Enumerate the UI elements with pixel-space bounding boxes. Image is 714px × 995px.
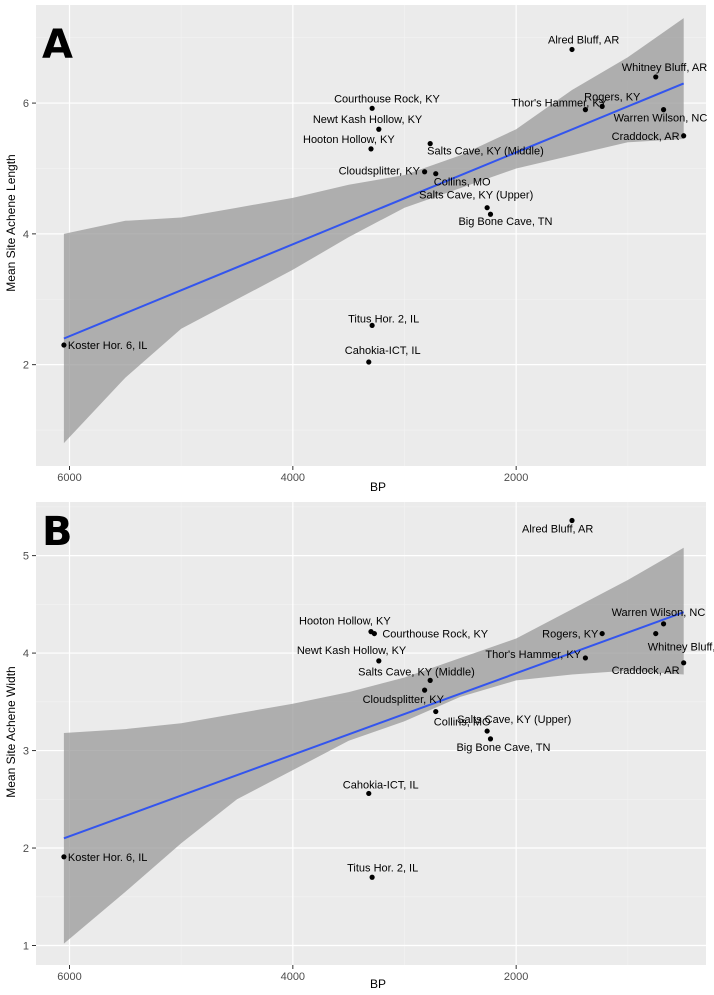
data-point [681,133,687,139]
x-tick-label: 4000 [281,971,305,983]
data-point [484,728,490,734]
point-label: Salts Cave, KY (Upper) [419,190,533,202]
confidence-band [63,547,684,944]
point-label: Whitney Bluff, AR [622,62,707,74]
point-label: Titus Hor. 2, IL [348,313,419,325]
y-tick-label: 3 [23,746,29,758]
point-label: Big Bone Cave, TN [458,216,552,228]
point-label: Courthouse Rock, KY [334,93,440,105]
data-point [653,630,659,637]
chart-panel-b: 6000 4000 2000 1 2 3 4 5 Alred Bluff, AR Warren W… [4,502,714,991]
data-point [582,107,589,113]
data-point [433,708,439,715]
data-point [61,342,67,348]
point-label: Alred Bluff, AR [522,524,593,536]
x-axis-title: BP [370,480,386,494]
point-label: Rogers, KY [584,91,641,103]
data-point [660,621,667,627]
y-tick-label: 4 [23,229,29,241]
data-point [376,658,382,664]
point-label: Big Bone Cave, TN [456,742,550,754]
data-point [427,141,433,147]
point-label: Titus Hor. 2, IL [347,862,418,874]
confidence-band [63,18,684,444]
panel-letter-b: B [42,509,73,555]
point-label: Cahokia-ICT, IL [343,779,419,791]
data-point [484,205,490,211]
y-axis-title: Mean Site Achene Length [4,154,18,291]
point-label: Courthouse Rock, KY [382,629,488,641]
point-label: Alred Bluff, AR [548,34,619,46]
chart-panel-a: 6000 4000 2000 2 4 6 Alred Bluff, AR Whitney Bl… [4,5,707,494]
data-point [422,687,428,693]
y-tick-label: 5 [23,551,29,563]
point-label: Warren Wilson, NC [612,607,706,619]
point-label: Cahokia-ICT, IL [345,345,421,357]
point-label: Collins, MO [434,177,491,189]
data-point [61,854,67,860]
data-point [369,322,375,329]
y-axis-title: Mean Site Achene Width [4,666,18,797]
x-tick-label: 6000 [57,472,81,484]
point-label: Thor's Hammer, KY [511,98,607,110]
data-point [487,736,494,742]
point-label: Koster Hor. 6, IL [68,340,147,352]
regression-line [63,611,685,840]
data-point [569,46,575,53]
data-point [427,677,433,683]
data-point [422,169,428,175]
data-point [599,103,605,109]
data-point [369,105,375,111]
y-tick-label: 2 [23,843,29,855]
y-tick-label: 4 [23,648,29,660]
data-point [599,630,605,637]
point-label: Newt Kash Hollow, KY [313,114,423,126]
point-label: Hooton Hollow, KY [299,616,391,628]
data-point [366,359,372,365]
data-point [433,171,439,177]
point-label: Thor's Hammer, KY [485,649,581,661]
data-point [582,655,589,661]
y-tick-label: 6 [23,98,29,110]
data-point [569,517,575,524]
data-point [487,211,494,217]
point-label: Salts Cave, KY (Middle) [358,666,475,678]
data-point [653,74,659,80]
data-point [371,630,377,637]
point-label: Whitney Bluff, AR [648,642,714,654]
point-label: Hooton Hollow, KY [303,134,395,146]
x-tick-label: 6000 [57,971,81,983]
data-point [376,126,382,132]
point-label: Rogers, KY [542,629,599,641]
data-point [660,107,667,113]
x-axis-title: BP [370,977,386,991]
point-label: Koster Hor. 6, IL [68,852,147,864]
data-point [681,660,687,666]
point-label: Collins, MO [434,717,491,729]
point-label: Craddock, AR [612,131,680,143]
point-label: Cloudsplitter, KY [363,694,445,706]
data-point [369,874,375,880]
x-tick-label: 4000 [281,472,305,484]
point-label: Salts Cave, KY (Upper) [457,714,571,726]
point-label: Warren Wilson, NC [614,113,708,125]
point-label: Salts Cave, KY (Middle) [427,146,544,158]
point-label: Cloudsplitter, KY [339,166,421,178]
data-point [368,146,374,152]
point-label: Craddock, AR [612,665,680,677]
x-tick-label: 2000 [504,472,528,484]
y-tick-label: 1 [23,941,29,953]
point-label: Newt Kash Hollow, KY [297,645,407,657]
data-point [366,790,372,797]
panel-letter-a: A [42,22,73,68]
x-tick-label: 2000 [504,971,528,983]
y-tick-label: 2 [23,360,29,372]
regression-line [63,82,685,340]
